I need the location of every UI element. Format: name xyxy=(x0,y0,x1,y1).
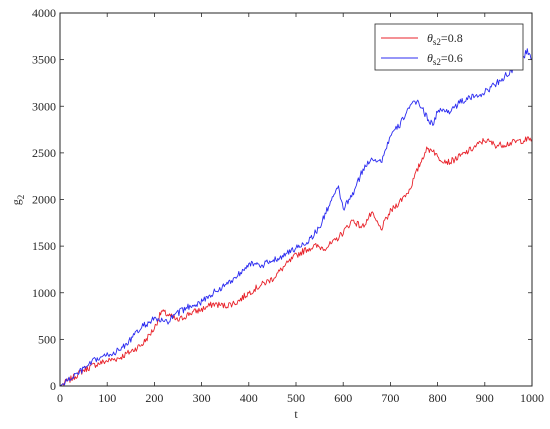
x-tick-label-3: 300 xyxy=(193,391,211,405)
y-axis-label-sub: 2 xyxy=(16,195,26,200)
x-tick-label-4: 400 xyxy=(240,391,258,405)
series-line-1 xyxy=(59,48,533,387)
x-tick-label-0: 0 xyxy=(57,391,63,405)
legend-label-0-value: =0.8 xyxy=(441,31,463,45)
x-tick-label-9: 900 xyxy=(476,391,494,405)
series-line-0 xyxy=(59,136,533,387)
legend-label-1-base: θ xyxy=(427,51,433,65)
legend-label-0: θs2=0.8 xyxy=(427,31,463,47)
legend-label-0-base: θ xyxy=(427,31,433,45)
x-tick-label-2: 200 xyxy=(145,391,163,405)
y-tick-label-2: 1000 xyxy=(32,286,56,300)
legend-label-1-sub: s2 xyxy=(433,57,441,67)
x-tick-label-8: 800 xyxy=(429,391,447,405)
x-tick-label-10: 1000 xyxy=(520,391,544,405)
x-tick-label-5: 500 xyxy=(287,391,305,405)
x-tick-label-7: 700 xyxy=(381,391,399,405)
y-tick-label-6: 3000 xyxy=(32,99,56,113)
x-tick-label-1: 100 xyxy=(98,391,116,405)
y-tick-label-4: 2000 xyxy=(32,193,56,207)
x-axis: 0 100 200 300 400 500 600 700 800 900 1000 xyxy=(57,13,544,405)
y-tick-label-5: 2500 xyxy=(32,146,56,160)
series-layer xyxy=(59,48,533,387)
legend-label-0-sub: s2 xyxy=(433,37,441,47)
legend: θs2=0.8 θs2=0.6 xyxy=(374,23,524,71)
legend-label-1-value: =0.6 xyxy=(441,51,463,65)
y-tick-label-3: 1500 xyxy=(32,239,56,253)
x-axis-label: t xyxy=(294,407,298,421)
y-tick-label-0: 0 xyxy=(50,379,56,393)
y-axis-label-base: g xyxy=(9,199,23,205)
y-tick-label-1: 500 xyxy=(38,332,56,346)
y-tick-label-8: 4000 xyxy=(32,6,56,20)
legend-box xyxy=(374,23,524,71)
legend-label-1: θs2=0.6 xyxy=(427,51,463,67)
y-axis: 0 500 1000 1500 2000 2500 3000 3500 4000 xyxy=(32,6,532,393)
y-tick-label-7: 3500 xyxy=(32,53,56,67)
x-tick-label-6: 600 xyxy=(334,391,352,405)
y-axis-label: g2 xyxy=(9,195,26,206)
plot-area xyxy=(60,13,532,386)
